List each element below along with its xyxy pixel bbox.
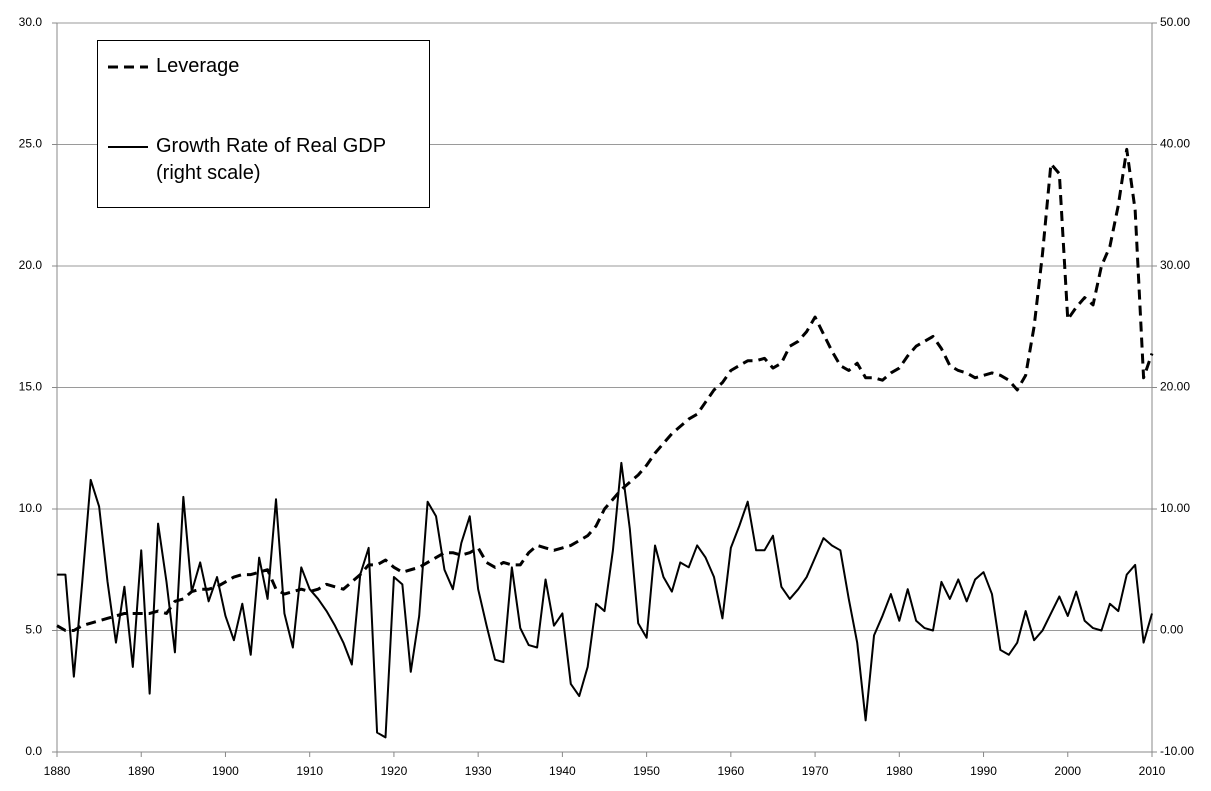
x-tick-label: 1890 (128, 764, 155, 778)
x-tick-label: 1880 (44, 764, 71, 778)
x-tick-label: 1970 (802, 764, 829, 778)
legend-swatch (108, 65, 148, 69)
x-tick-label: 1960 (717, 764, 744, 778)
x-tick-label: 1950 (633, 764, 660, 778)
y2-tick-label: 40.00 (1160, 137, 1190, 151)
x-tick-label: 1920 (381, 764, 408, 778)
x-tick-label: 1980 (886, 764, 913, 778)
y-tick-label: 20.0 (19, 258, 43, 272)
legend-label: Growth Rate of Real GDP (right scale) (156, 135, 386, 184)
y-tick-label: 30.0 (19, 15, 43, 29)
y-tick-label: 10.0 (19, 501, 43, 515)
y2-tick-label: 20.00 (1160, 380, 1190, 394)
y-tick-label: 5.0 (25, 623, 42, 637)
y2-tick-label: 10.00 (1160, 501, 1190, 515)
y-tick-label: 15.0 (19, 380, 43, 394)
x-tick-label: 1930 (465, 764, 492, 778)
x-tick-label: 2010 (1139, 764, 1166, 778)
legend-label: Leverage (156, 55, 240, 77)
y2-tick-label: 50.00 (1160, 15, 1190, 29)
series-line (57, 461, 1153, 739)
x-tick-label: 1990 (970, 764, 997, 778)
legend: Leverage Growth Rate of Real GDP (right s… (97, 40, 430, 208)
legend-entry: Leverage (106, 53, 406, 80)
y2-tick-label: 0.00 (1160, 623, 1184, 637)
legend-entry: Growth Rate of Real GDP (right scale) (106, 133, 406, 187)
y2-tick-label: 30.00 (1160, 258, 1190, 272)
legend-swatch (108, 146, 148, 148)
series-line (56, 147, 1154, 632)
y-tick-label: 0.0 (25, 744, 42, 758)
x-tick-label: 1900 (212, 764, 239, 778)
x-tick-label: 2000 (1054, 764, 1081, 778)
y2-tick-label: -10.00 (1160, 744, 1194, 758)
y-tick-label: 25.0 (19, 137, 43, 151)
x-tick-label: 1940 (549, 764, 576, 778)
x-tick-label: 1910 (296, 764, 323, 778)
